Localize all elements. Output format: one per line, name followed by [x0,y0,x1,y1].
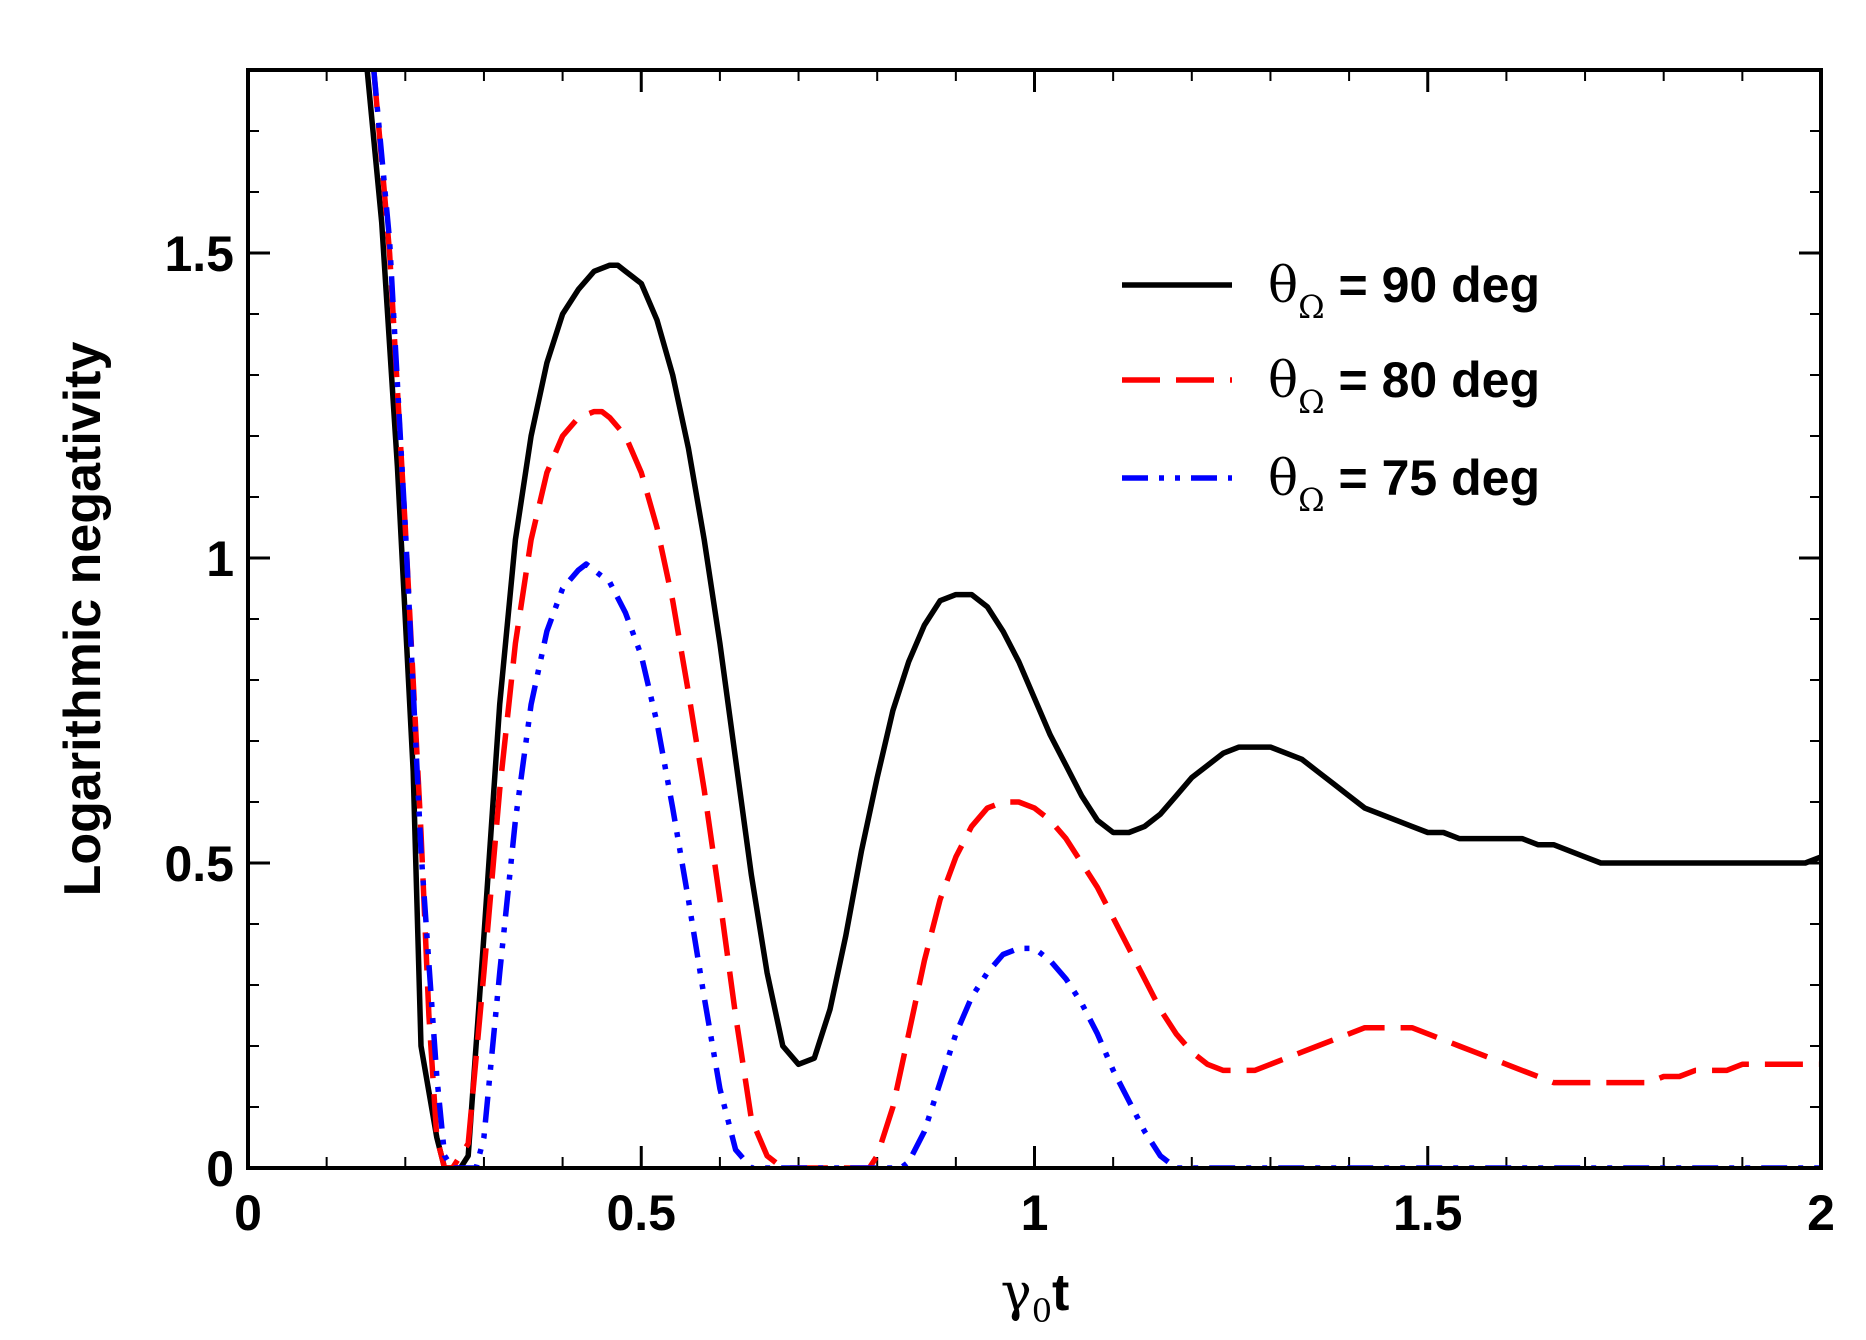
legend-symbol: θ [1268,351,1298,409]
x-tick-label: 2 [1807,1185,1835,1241]
legend-value: = 75 deg [1325,450,1540,506]
x-tick-label: 0 [234,1185,262,1241]
y-tick-label: 0.5 [164,836,234,892]
legend-subscript: Ω [1298,288,1325,326]
legend-value: = 80 deg [1325,352,1540,408]
axis-tick-labels: 0 0.5 1 1.5 2 0 0.5 1 1.5 [164,226,1834,1241]
y-axis-title: Logarithmic negativity [54,342,112,897]
series-line-2 [371,70,1821,1168]
y-tick-label: 0 [206,1141,234,1197]
legend-label-1: θΩ = 90 deg [1268,256,1540,326]
x-tick-label: 0.5 [606,1185,676,1241]
series-line-3 [371,70,1821,1168]
y-tick-label: 1 [206,531,234,587]
plot-frame [246,68,1823,1170]
series-line-1 [364,70,1821,1168]
legend-subscript: Ω [1298,383,1325,421]
y-tick-label: 1.5 [164,226,234,282]
series-layer [364,70,1821,1168]
legend-symbol: θ [1268,256,1298,314]
x-axis-title-gamma: γ [1001,1263,1032,1323]
legend-label-3: θΩ = 75 deg [1268,449,1540,519]
legend-subscript: Ω [1298,481,1325,519]
x-tick-label: 1.5 [1393,1185,1463,1241]
legend-symbol: θ [1268,449,1298,507]
legend-label-2: θΩ = 80 deg [1268,351,1540,421]
x-axis-title: γ0t [1001,1263,1070,1330]
x-axis-title-rest: t [1052,1264,1069,1322]
legend-value: = 90 deg [1325,257,1540,313]
x-tick-label: 1 [1021,1185,1049,1241]
x-axis-title-subscript: 0 [1032,1292,1052,1330]
